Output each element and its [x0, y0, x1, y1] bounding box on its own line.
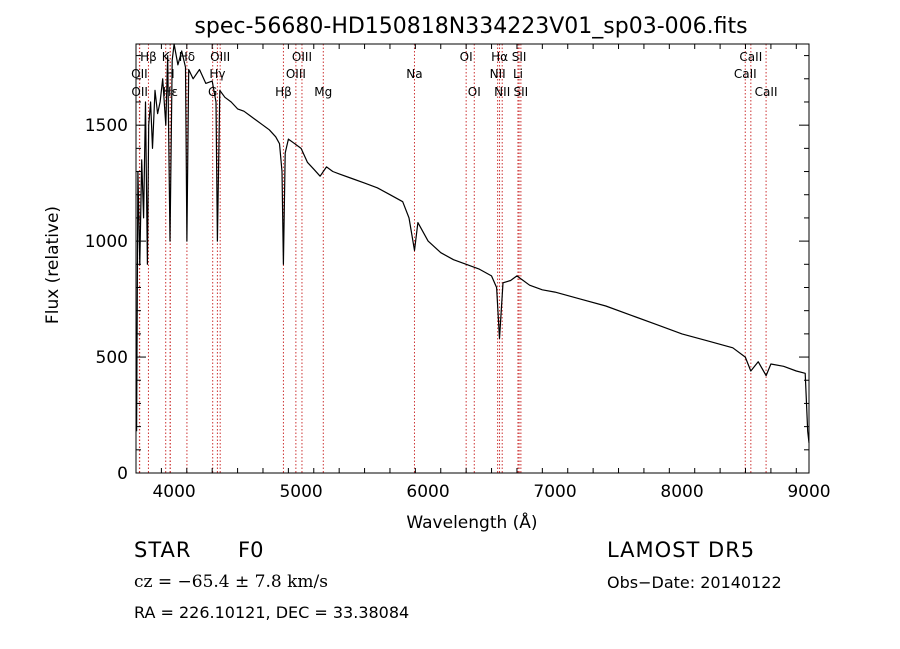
redshift-velocity: cz = −65.4 ± 7.8 km/s [134, 572, 328, 592]
spectrum-line [136, 43, 810, 443]
y-tick-label: 0 [117, 464, 128, 484]
line-label: Hγ [209, 67, 225, 81]
object-subclass: F0 [238, 538, 264, 562]
line-label: OIII [292, 50, 312, 64]
line-label: Hβ [140, 50, 157, 64]
line-label: CaII [755, 85, 778, 99]
x-tick-label: 4000 [152, 482, 195, 502]
object-class: STAR [134, 538, 192, 562]
x-tick-label: 9000 [787, 482, 830, 502]
line-label: G [208, 85, 217, 99]
line-label: Li [513, 67, 523, 81]
x-tick-label: 8000 [660, 482, 703, 502]
spectrum-series [136, 43, 810, 443]
line-label: Na [406, 67, 422, 81]
line-label: SII [512, 50, 527, 64]
chart-title: spec-56680-HD150818N334223V01_sp03-006.f… [194, 14, 747, 39]
line-label: Mg [314, 85, 332, 99]
survey-name: LAMOST DR5 [607, 538, 756, 562]
y-tick-label: 1000 [85, 232, 128, 252]
y-axis: 0 500 1000 1500 [85, 55, 809, 484]
observation-date: Obs−Date: 20140122 [607, 573, 782, 592]
line-label: SII [514, 85, 529, 99]
y-axis-label: Flux (relative) [43, 206, 63, 324]
line-label: OII [131, 67, 148, 81]
line-label: Hα [491, 50, 508, 64]
line-label: NII [494, 85, 510, 99]
line-label: H [166, 67, 175, 81]
line-label: NII [490, 67, 506, 81]
line-label: OII [131, 85, 148, 99]
x-tick-label: 7000 [533, 482, 576, 502]
line-label: Hε [163, 85, 179, 99]
line-label: OI [468, 85, 481, 99]
y-tick-label: 1500 [85, 116, 128, 136]
y-tick-label: 500 [96, 348, 128, 368]
x-axis-label: Wavelength (Å) [406, 511, 537, 533]
line-marker-group [138, 44, 767, 473]
line-label: CaII [734, 67, 757, 81]
x-tick-label: 6000 [406, 482, 449, 502]
line-label: OIII [286, 67, 306, 81]
line-label: OIII [210, 50, 230, 64]
line-label: OI [460, 50, 473, 64]
x-axis: 4000 5000 6000 7000 8000 9000 [135, 44, 831, 502]
x-tick-label: 5000 [279, 482, 322, 502]
line-label: Hβ [275, 85, 292, 99]
plot-frame [135, 43, 810, 474]
line-label: K [162, 50, 171, 64]
line-label: CaII [739, 50, 762, 64]
coordinates: RA = 226.10121, DEC = 33.38084 [134, 603, 410, 622]
